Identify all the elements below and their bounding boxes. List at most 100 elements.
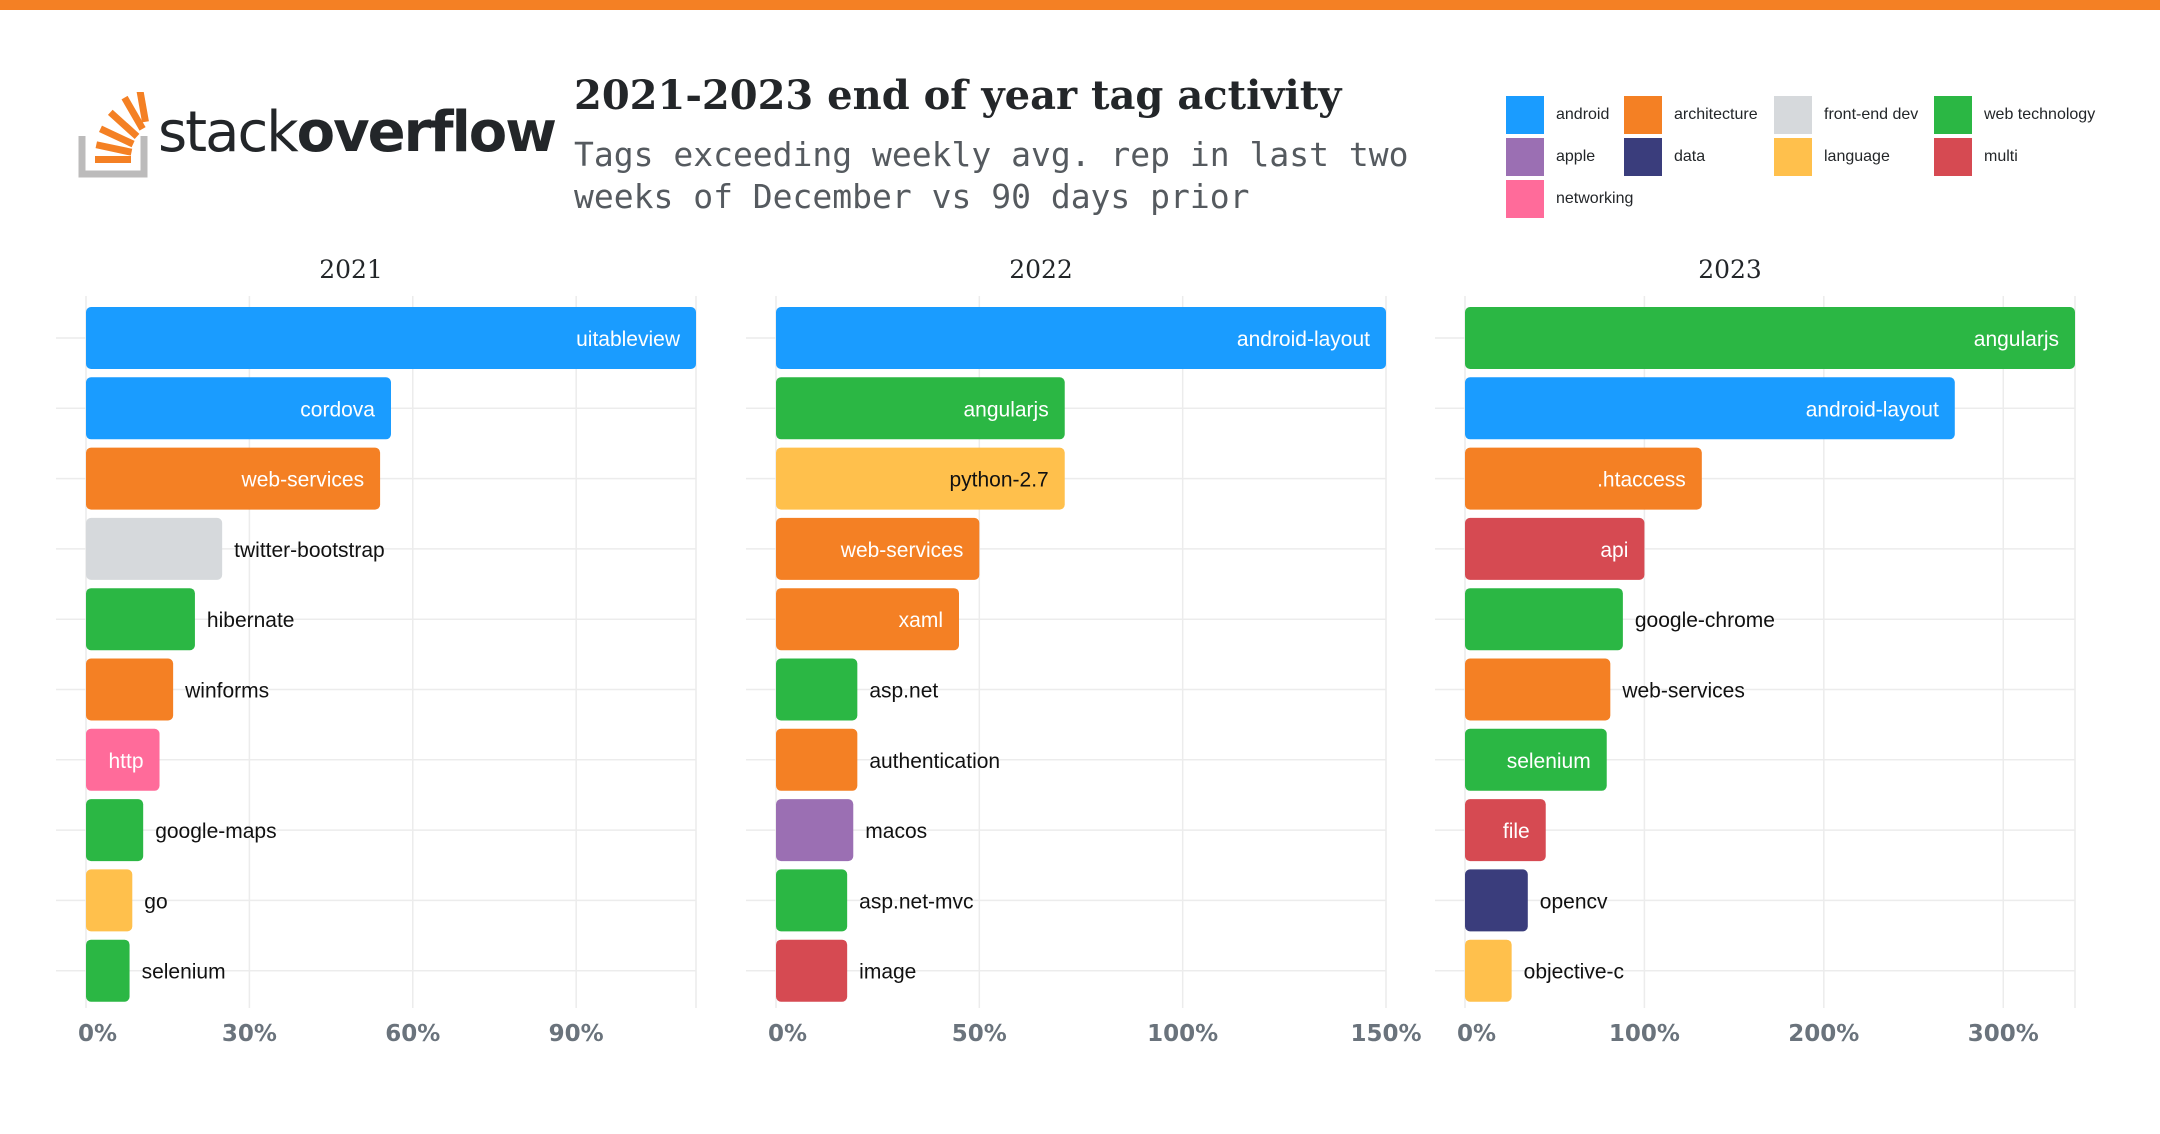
legend-label: data — [1674, 148, 1706, 165]
panel-title: 2021 — [319, 255, 383, 284]
bar-label: python-2.7 — [949, 469, 1048, 492]
x-tick-label: 50% — [952, 1021, 1007, 1047]
legend-item-web-technology: web technology — [1934, 94, 2095, 136]
bar-label: image — [859, 961, 916, 984]
logo-text-stack: stack — [158, 100, 299, 165]
bar-web-services — [776, 517, 980, 580]
chart-title: 2021-2023 end of year tag activity — [574, 72, 1342, 119]
x-tick-label: 0% — [768, 1021, 807, 1047]
bar-label: file — [1503, 820, 1530, 843]
legend-item-multi: multi — [1934, 136, 2018, 178]
bar-android-layout — [1465, 377, 1955, 440]
legend-item-data: data — [1624, 136, 1705, 178]
bar-label: android-layout — [1237, 328, 1370, 351]
legend-label: web technology — [1984, 106, 2096, 123]
bar-label: xaml — [899, 609, 943, 632]
chart-panel-2023: 2023 angularjs android-layout .htaccess api g… — [1435, 255, 2076, 1047]
legend-item-front-end-dev: front-end dev — [1774, 94, 1918, 136]
bar-api — [1465, 517, 1645, 580]
bar-image — [776, 939, 848, 1002]
stack-overflow-logo-icon — [78, 92, 149, 178]
legend-label: architecture — [1674, 106, 1758, 123]
bar-label: google-chrome — [1635, 609, 1775, 632]
bar-file — [1465, 799, 1546, 862]
bar-cordova — [86, 377, 391, 440]
bar-label: selenium — [1507, 750, 1591, 773]
bar-label: web-services — [1621, 680, 1745, 703]
bar-selenium — [1465, 728, 1607, 791]
legend-item-android: android — [1506, 94, 1609, 136]
bar-label: asp.net-mvc — [859, 890, 973, 913]
bar-label: selenium — [142, 961, 226, 984]
bar-xaml — [776, 588, 959, 651]
bar-label: asp.net — [869, 680, 938, 703]
legend-label: android — [1556, 106, 1610, 123]
logo-text-overflow: overflow — [296, 100, 557, 165]
legend-label: front-end dev — [1824, 106, 1919, 123]
bar-selenium — [86, 939, 130, 1002]
legend-swatch — [1934, 96, 1972, 134]
logo-wordmark: stackoverflow — [158, 100, 557, 165]
legend-label: language — [1824, 148, 1890, 165]
bar-label: twitter-bootstrap — [234, 539, 385, 562]
bar-label: http — [108, 750, 143, 773]
chart-subtitle: Tags exceeding weekly avg. rep in last t… — [574, 135, 1409, 216]
bar-label: web-services — [840, 539, 964, 562]
bar-angularjs — [776, 377, 1065, 440]
x-tick-label: 60% — [385, 1021, 440, 1047]
legend-item-networking: networking — [1506, 178, 1633, 220]
bar-google-chrome — [1465, 588, 1623, 651]
x-tick-label: 100% — [1609, 1021, 1680, 1047]
x-tick-label: 100% — [1147, 1021, 1218, 1047]
bar-python-2.7 — [776, 447, 1065, 510]
bar-label: uitableview — [576, 328, 681, 351]
x-tick-label: 200% — [1788, 1021, 1859, 1047]
bar-opencv — [1465, 869, 1528, 932]
bar-macos — [776, 799, 854, 862]
bar-hibernate — [86, 588, 195, 651]
top-accent-bar — [0, 0, 2160, 10]
x-tick-label: 300% — [1968, 1021, 2039, 1047]
bar-asp.net-mvc — [776, 869, 848, 932]
bar-label: angularjs — [1974, 328, 2059, 351]
bar-objective-c — [1465, 939, 1512, 1002]
chart-panel-2022: 2022 android-layout angularjs python-2.7 web… — [746, 255, 1422, 1047]
legend-label: networking — [1556, 190, 1634, 207]
legend-swatch — [1506, 180, 1544, 218]
x-tick-label: 0% — [1457, 1021, 1496, 1047]
legend-swatch — [1506, 96, 1544, 134]
bar-label: api — [1600, 539, 1628, 562]
bar-label: android-layout — [1806, 398, 1939, 421]
legend-item-language: language — [1774, 136, 1890, 178]
bar-label: winforms — [184, 680, 269, 703]
bar-authentication — [776, 728, 858, 791]
stack-overflow-logo: stackoverflow — [78, 92, 557, 188]
panel-title: 2023 — [1698, 255, 1762, 284]
x-tick-label: 30% — [222, 1021, 277, 1047]
legend-label: apple — [1556, 148, 1596, 165]
legend-swatch — [1774, 96, 1812, 134]
bar-label: authentication — [869, 750, 1000, 773]
legend-item-apple: apple — [1506, 136, 1595, 178]
x-tick-label: 90% — [549, 1021, 604, 1047]
bar-.htaccess — [1465, 447, 1702, 510]
bar-winforms — [86, 658, 174, 721]
legend-label: multi — [1984, 148, 2018, 165]
chart-panel-2021: 2021 uitableview cordova web-services twitte… — [56, 255, 697, 1047]
bar-label: macos — [865, 820, 927, 843]
bar-label: cordova — [300, 398, 375, 421]
bar-label: hibernate — [207, 609, 295, 632]
bar-web-services — [1465, 658, 1611, 721]
panel-title: 2022 — [1009, 255, 1073, 284]
bar-http — [86, 728, 160, 791]
bar-label: angularjs — [963, 398, 1048, 421]
bar-label: opencv — [1540, 890, 1608, 913]
legend-swatch — [1624, 138, 1662, 176]
bar-angularjs — [1465, 307, 2075, 369]
bar-go — [86, 869, 133, 932]
legend: android architecture front-end dev web tech… — [1506, 94, 2146, 224]
legend-swatch — [1624, 96, 1662, 134]
bar-label: google-maps — [155, 820, 276, 843]
x-tick-label: 150% — [1350, 1021, 1421, 1047]
